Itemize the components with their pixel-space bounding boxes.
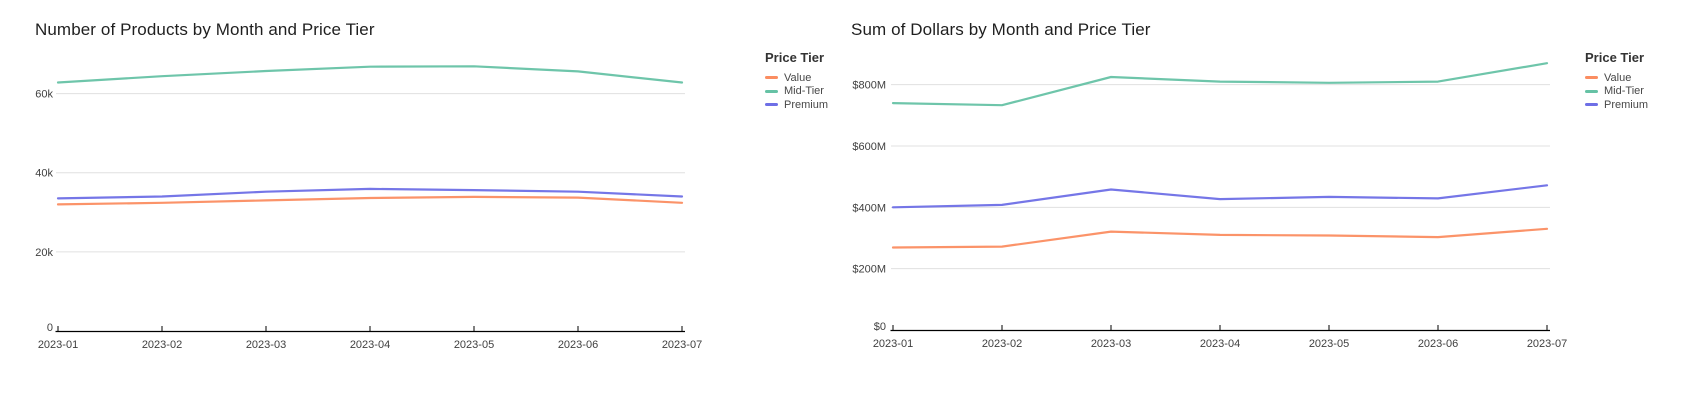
y-tick-label: $400M <box>852 202 886 214</box>
value-swatch-icon <box>1585 76 1598 80</box>
x-tick-label: 2023-04 <box>350 339 390 351</box>
line-series-mid-tier <box>891 62 1549 107</box>
y-tick-label: $600M <box>852 141 886 153</box>
line-series-premium <box>891 184 1549 209</box>
legend-title: Price Tier <box>1585 50 1645 65</box>
x-tick-label: 2023-07 <box>1527 338 1567 350</box>
y-tick-label: 0 <box>47 322 53 334</box>
x-tick-label: 2023-03 <box>1091 338 1131 350</box>
line-series-premium <box>56 187 684 200</box>
legend-item-value[interactable]: Value <box>765 71 828 85</box>
legend-item-mid-tier[interactable]: Mid-Tier <box>1585 85 1648 99</box>
line-series-mid-tier <box>56 65 684 84</box>
y-tick-label: 60k <box>35 89 53 101</box>
mid-tier-swatch-icon <box>765 89 778 93</box>
legend-item-value[interactable]: Value <box>1585 71 1648 85</box>
y-tick-label: $800M <box>852 80 886 92</box>
legend-products: Price Tier Value Mid-Tier Premium <box>765 50 828 112</box>
x-tick-label: 2023-06 <box>558 339 598 351</box>
value-swatch-icon <box>765 76 778 80</box>
y-tick-label: 40k <box>35 168 53 180</box>
x-tick-label: 2023-06 <box>1418 338 1458 350</box>
line-series-value <box>891 227 1549 249</box>
x-tick-label: 2023-07 <box>662 339 702 351</box>
x-tick-label: 2023-02 <box>142 339 182 351</box>
x-tick-label: 2023-01 <box>38 339 78 351</box>
chart-title-products: Number of Products by Month and Price Ti… <box>35 20 375 39</box>
line-series-value <box>56 195 684 206</box>
x-tick-label: 2023-05 <box>454 339 494 351</box>
y-tick-label: $0 <box>874 321 886 333</box>
legend-dollars: Price Tier Value Mid-Tier Premium <box>1585 50 1648 112</box>
y-tick-label: 20k <box>35 247 53 259</box>
x-tick-label: 2023-02 <box>982 338 1022 350</box>
chart-title-dollars: Sum of Dollars by Month and Price Tier <box>851 20 1151 39</box>
x-tick-label: 2023-04 <box>1200 338 1240 350</box>
x-tick-label: 2023-05 <box>1309 338 1349 350</box>
legend-title: Price Tier <box>765 50 825 65</box>
legend-item-mid-tier[interactable]: Mid-Tier <box>765 85 828 99</box>
legend-item-premium[interactable]: Premium <box>1585 98 1648 112</box>
y-tick-label: $200M <box>852 264 886 276</box>
premium-swatch-icon <box>765 103 778 107</box>
premium-swatch-icon <box>1585 103 1598 107</box>
x-tick-label: 2023-01 <box>873 338 913 350</box>
x-tick-label: 2023-03 <box>246 339 286 351</box>
legend-item-premium[interactable]: Premium <box>765 98 828 112</box>
mid-tier-swatch-icon <box>1585 89 1598 93</box>
